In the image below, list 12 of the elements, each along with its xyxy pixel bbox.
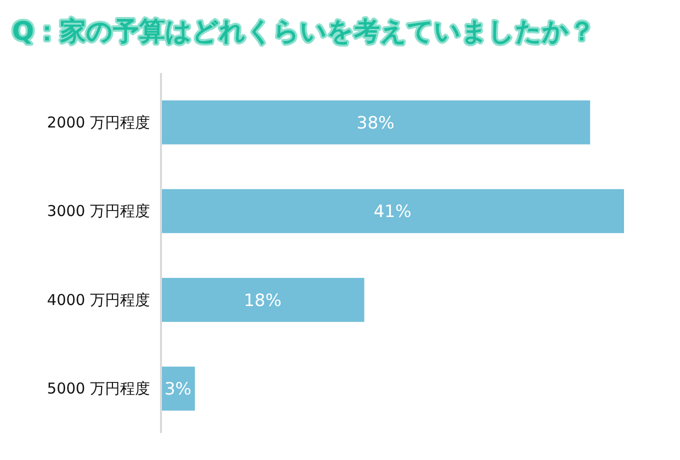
y-tick-label: 5000 万円程度 [47, 380, 150, 398]
bar [161, 278, 364, 322]
data-label: 3% [164, 380, 192, 400]
y-tick-label: 3000 万円程度 [47, 202, 150, 220]
chart-title: Q：家の予算はどれくらいを考えていましたか？ [12, 17, 596, 47]
bar [161, 100, 590, 144]
data-label: 18% [244, 290, 282, 311]
y-tick-label: 4000 万円程度 [47, 290, 150, 309]
y-tick-label: 2000 万円程度 [47, 113, 150, 132]
data-label: 38% [356, 113, 394, 134]
bar [161, 189, 624, 234]
data-label: 41% [374, 202, 412, 222]
